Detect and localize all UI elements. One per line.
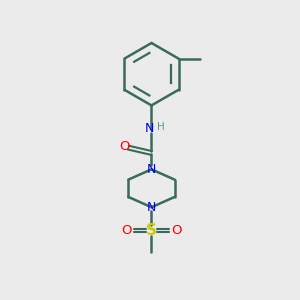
Text: S: S [146,223,157,238]
Text: O: O [121,224,131,237]
Text: O: O [119,140,130,153]
Text: N: N [144,122,154,135]
Text: N: N [147,163,156,176]
Text: H: H [157,122,164,132]
Text: N: N [147,201,156,214]
Text: O: O [172,224,182,237]
